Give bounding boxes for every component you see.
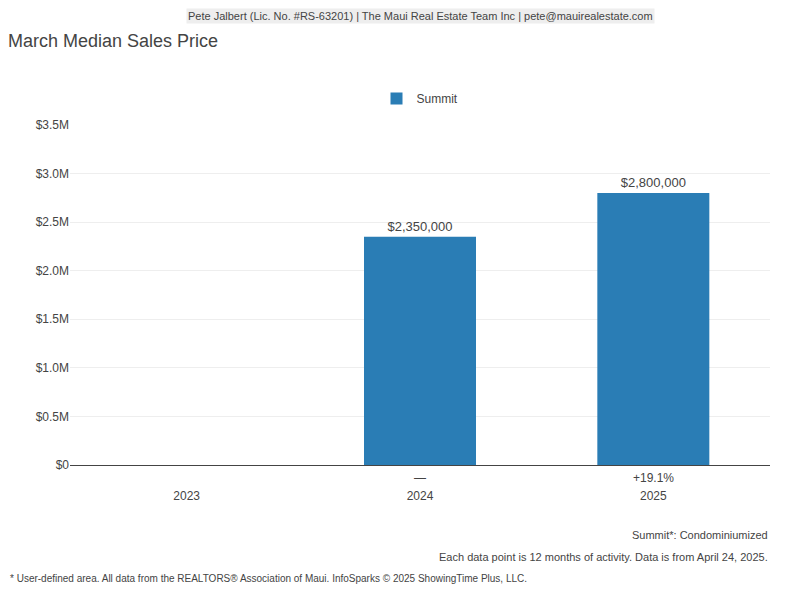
svg-text:$1.0M: $1.0M [36, 361, 69, 375]
svg-text:$2.0M: $2.0M [36, 264, 69, 278]
svg-text:+19.1%: +19.1% [633, 471, 674, 485]
svg-text:2025: 2025 [640, 489, 667, 503]
svg-text:2023: 2023 [173, 489, 200, 503]
svg-text:Pete Jalbert (Lic. No. #RS-632: Pete Jalbert (Lic. No. #RS-63201) | The … [188, 10, 653, 22]
svg-text:Each data point is 12 months o: Each data point is 12 months of activity… [439, 551, 768, 563]
svg-text:March Median Sales Price: March Median Sales Price [8, 31, 218, 51]
svg-text:$3.5M: $3.5M [36, 118, 69, 132]
svg-text:$0: $0 [56, 458, 70, 472]
svg-text:Summit*: Condominiumized: Summit*: Condominiumized [632, 529, 768, 541]
svg-text:$2,350,000: $2,350,000 [387, 219, 452, 234]
svg-text:$2,800,000: $2,800,000 [621, 175, 686, 190]
svg-text:* User-defined area. All data: * User-defined area. All data from the R… [10, 573, 527, 584]
svg-text:$0.5M: $0.5M [36, 410, 69, 424]
svg-text:$3.0M: $3.0M [36, 167, 69, 181]
svg-text:$2.5M: $2.5M [36, 215, 69, 229]
svg-text:—: — [414, 471, 426, 485]
svg-text:$1.5M: $1.5M [36, 312, 69, 326]
svg-text:Summit: Summit [417, 92, 458, 106]
svg-text:2024: 2024 [407, 489, 434, 503]
